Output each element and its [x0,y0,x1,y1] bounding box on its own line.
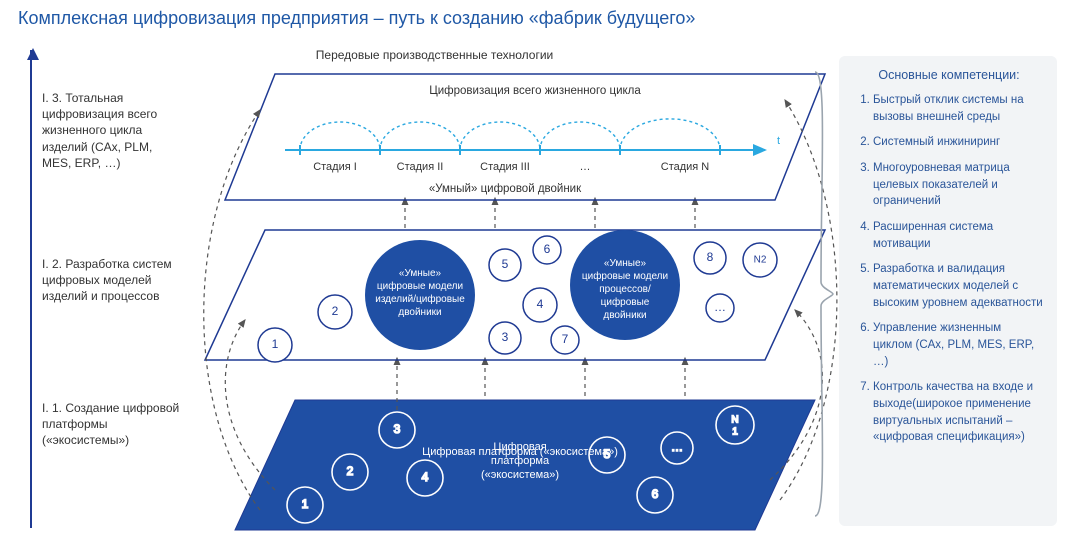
svg-text:платформа: платформа [491,455,550,467]
svg-text:…: … [714,300,726,314]
list-item: Управление жизненным циклом (CAx, PLM, M… [873,320,1043,370]
svg-text:3: 3 [502,330,509,344]
list-item: Быстрый отклик системы на вызовы внешней… [873,92,1043,125]
svg-text:изделий/цифровые: изделий/цифровые [375,293,465,305]
page-title: Комплексная цифровизация предприятия – п… [18,8,695,29]
vertical-axis [30,50,32,528]
svg-text:1: 1 [272,337,279,351]
svg-text:Цифровая: Цифровая [493,441,546,453]
svg-text:5: 5 [604,447,611,461]
svg-text:6: 6 [652,487,659,501]
layer-3: Цифровизация всего жизненного цикла «Умн… [225,74,825,200]
svg-text:2: 2 [332,304,339,318]
svg-text:цифровые модели: цифровые модели [377,280,463,292]
svg-text:5: 5 [502,257,509,271]
level-2-label: I. 2. Разработка систем цифровых моделей… [42,256,182,305]
svg-text:цифровые модели: цифровые модели [582,270,668,282]
svg-text:Стадия I: Стадия I [313,161,357,173]
list-item: Расширенная система мотивации [873,219,1043,252]
brace-icon [811,72,833,516]
svg-text:N: N [731,415,738,426]
svg-text:Стадия II: Стадия II [397,161,444,173]
list-item: Контроль качества на входе и выходе(широ… [873,379,1043,446]
svg-text:«Умные»: «Умные» [604,258,647,269]
svg-text:3: 3 [394,422,401,436]
svg-text:Цифровизация всего жизненного: Цифровизация всего жизненного цикла [429,85,641,97]
svg-text:6: 6 [544,242,551,256]
competencies-panel: Основные компетенции: Быстрый отклик сис… [839,56,1057,526]
svg-text:t: t [777,135,780,147]
competencies-list: Быстрый отклик системы на вызовы внешней… [855,92,1043,446]
svg-text:7: 7 [562,332,569,346]
svg-text:Стадия N: Стадия N [661,161,710,173]
svg-text:цифровые: цифровые [601,296,650,308]
list-item: Системный инжиниринг [873,134,1043,151]
svg-text:1: 1 [732,427,738,438]
svg-text:…: … [671,440,683,454]
svg-text:1: 1 [302,497,309,511]
sidebar-title: Основные компетенции: [855,68,1043,82]
svg-text:4: 4 [537,297,544,311]
list-item: Разработка и валидация математических мо… [873,261,1043,311]
svg-text:«Умные»: «Умные» [399,268,442,279]
svg-text:…: … [580,161,591,173]
svg-text:4: 4 [422,470,429,484]
svg-text:N2: N2 [754,255,767,266]
diagram-root: Комплексная цифровизация предприятия – п… [0,0,1069,544]
layers-svg: Цифровая платформа («экосистема») Цифров… [165,60,825,544]
svg-text:(«экосистема»): («экосистема») [481,469,559,481]
svg-text:8: 8 [707,250,714,264]
list-item: Многоуровневая матрица целевых показател… [873,160,1043,210]
level-3-label: I. 3. Тотальная цифровизация всего жизне… [42,90,182,171]
layer-2: «Умные» цифровые модели изделий/цифровые… [205,230,825,362]
svg-text:«Умный» цифровой двойник: «Умный» цифровой двойник [429,183,582,195]
svg-text:2: 2 [347,464,354,478]
svg-text:двойники: двойники [603,310,646,321]
svg-text:процессов/: процессов/ [599,284,651,295]
svg-text:двойники: двойники [398,307,441,318]
layer-1: Цифровая платформа («экосистема») Цифров… [235,400,815,530]
svg-text:Стадия III: Стадия III [480,161,530,173]
level-1-label: I. 1. Создание цифровой платформы («экос… [42,400,182,449]
